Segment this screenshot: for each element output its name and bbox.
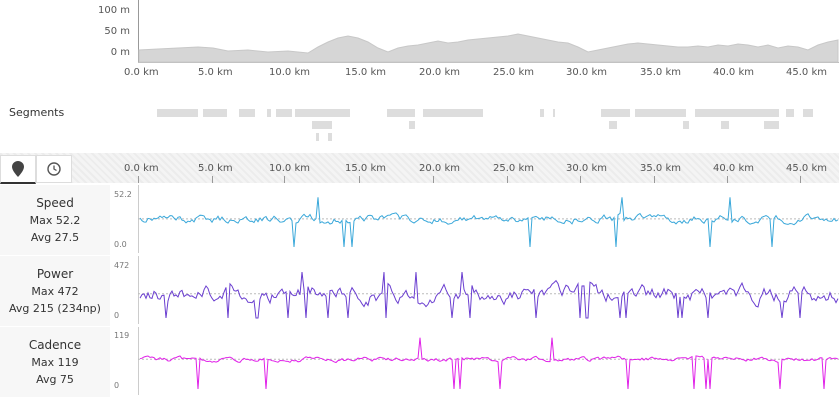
segment-bar[interactable] <box>540 109 544 117</box>
row-title: Power <box>36 266 74 281</box>
row-max: Max 52.2 <box>29 213 81 227</box>
axis-ticks <box>138 176 801 183</box>
segment-bar[interactable] <box>423 109 483 117</box>
elevation-x-tick: 5.0 km <box>198 67 233 78</box>
speed-y-min: 0.0 <box>114 240 127 249</box>
segment-bar[interactable] <box>267 109 271 117</box>
power-summary: Power Max 472 Avg 215 (234np) <box>0 256 110 326</box>
segment-bar[interactable] <box>601 109 630 117</box>
cadence-y-max: 119 <box>114 331 130 340</box>
speed-summary: Speed Max 52.2 Avg 27.5 <box>0 185 110 255</box>
axis-x-tick: 25.0 km <box>493 163 534 174</box>
segment-bar[interactable] <box>803 109 813 117</box>
axis-x-tick: 35.0 km <box>640 163 681 174</box>
row-title: Cadence <box>28 337 82 352</box>
elevation-x-tick: 10.0 km <box>269 67 310 78</box>
segment-bar[interactable] <box>695 109 779 117</box>
row-max: Max 119 <box>31 355 79 369</box>
power-y-min: 0 <box>114 311 120 320</box>
row-avg: Avg 27.5 <box>30 230 80 244</box>
axis-x-tick: 0.0 km <box>124 163 159 174</box>
elevation-y-tick: 100 m <box>97 5 130 16</box>
segment-bar[interactable] <box>786 109 794 117</box>
series-line <box>139 197 839 248</box>
segment-bar[interactable] <box>635 109 686 117</box>
segment-bar[interactable] <box>295 109 350 117</box>
segment-bar[interactable] <box>553 109 555 117</box>
time-mode-button[interactable] <box>36 155 72 183</box>
power-line-chart[interactable] <box>138 256 839 324</box>
segment-bar[interactable] <box>609 121 617 129</box>
row-avg: Avg 215 (234np) <box>9 301 101 315</box>
axis-x-tick: 45.0 km <box>786 163 827 174</box>
cadence-summary: Cadence Max 119 Avg 75 <box>0 327 110 397</box>
elevation-x-tick: 0.0 km <box>124 67 159 78</box>
segment-bar[interactable] <box>203 109 227 117</box>
cadence-y-min: 0 <box>114 381 120 390</box>
clock-icon <box>47 162 61 176</box>
row-max: Max 472 <box>31 284 79 298</box>
map-pin-icon <box>12 161 24 177</box>
axis-x-tick: 30.0 km <box>566 163 607 174</box>
elevation-y-tick: 0 m <box>110 47 130 58</box>
segment-bar[interactable] <box>312 121 332 129</box>
segment-bar[interactable] <box>328 133 332 141</box>
series-line <box>139 272 839 319</box>
segment-bar[interactable] <box>276 109 292 117</box>
elevation-y-tick: 50 m <box>104 26 130 37</box>
segments-label: Segments <box>9 106 65 119</box>
distance-mode-button[interactable] <box>0 155 36 184</box>
chart-toolbar <box>0 153 839 183</box>
axis-x-tick: 40.0 km <box>713 163 754 174</box>
series-line <box>139 337 839 390</box>
elevation-profile <box>138 0 839 63</box>
row-title: Speed <box>36 195 74 210</box>
segment-bar[interactable] <box>316 133 319 141</box>
segment-bar[interactable] <box>683 121 689 129</box>
elevation-x-tick: 25.0 km <box>493 67 534 78</box>
axis-x-tick: 10.0 km <box>269 163 310 174</box>
axis-x-tick: 15.0 km <box>345 163 386 174</box>
elevation-x-tick: 40.0 km <box>713 67 754 78</box>
elevation-x-tick: 20.0 km <box>419 67 460 78</box>
segment-bar[interactable] <box>387 109 415 117</box>
segment-bar[interactable] <box>721 121 729 129</box>
elevation-x-tick: 30.0 km <box>566 67 607 78</box>
axis-x-tick: 5.0 km <box>198 163 233 174</box>
segment-bar[interactable] <box>239 109 255 117</box>
speed-y-max: 52.2 <box>114 190 132 199</box>
elevation-x-tick: 15.0 km <box>345 67 386 78</box>
axis-x-tick: 20.0 km <box>419 163 460 174</box>
power-y-max: 472 <box>114 261 130 270</box>
elevation-x-tick: 45.0 km <box>786 67 827 78</box>
speed-line-chart[interactable] <box>138 185 839 253</box>
row-avg: Avg 75 <box>36 372 74 386</box>
segment-bar[interactable] <box>409 121 415 129</box>
elevation-x-tick: 35.0 km <box>640 67 681 78</box>
cadence-line-chart[interactable] <box>138 327 839 395</box>
segment-bar[interactable] <box>157 109 198 117</box>
segment-bar[interactable] <box>764 121 779 129</box>
